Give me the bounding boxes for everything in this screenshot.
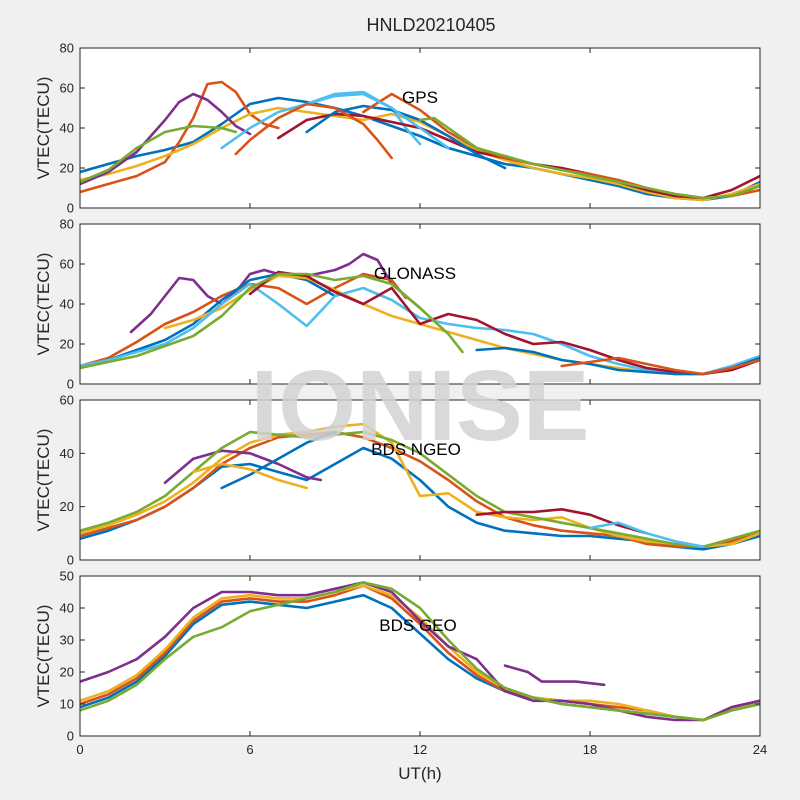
y-tick-label: 0	[67, 729, 74, 744]
series-line-6	[588, 521, 705, 549]
series-group	[80, 80, 760, 202]
series-line-4	[80, 124, 238, 184]
y-tick-label: 40	[60, 446, 74, 461]
y-tick-label: 10	[60, 697, 74, 712]
series-line-8	[560, 356, 760, 376]
panel-label: GLONASS	[374, 264, 456, 283]
series-group	[80, 252, 760, 376]
y-tick-label: 0	[67, 377, 74, 392]
y-tick-label: 20	[60, 665, 74, 680]
series-line-4	[80, 581, 760, 722]
x-axis-label: UT(h)	[398, 764, 441, 783]
panel-2: 0 20 40 60 VTEC(TECU) BDS NGEO	[34, 393, 761, 568]
series-line-8	[192, 462, 309, 490]
y-tick-label: 0	[67, 553, 74, 568]
y-tick-label: 60	[60, 393, 74, 408]
series-line-10	[220, 92, 450, 150]
series-line-5	[503, 664, 606, 687]
series-group	[80, 422, 760, 551]
y-axis-label: VTEC(TECU)	[34, 253, 53, 356]
y-tick-label: 40	[60, 601, 74, 616]
watermark: IONISE	[251, 350, 590, 462]
y-tick-label: 80	[60, 217, 74, 232]
x-tick-label: 18	[583, 742, 597, 757]
panel-label: GPS	[402, 88, 438, 107]
series-line-3	[80, 92, 252, 186]
series-line-2	[80, 584, 760, 722]
y-axis-label: VTEC(TECU)	[34, 605, 53, 708]
figure-title: HNLD20210405	[366, 15, 495, 35]
series-line-1	[80, 80, 280, 194]
series-line-9	[418, 116, 760, 200]
panel-3: 0 10 20 30 40 50 0 6 12 18 24 VTEC(TECU) BDS GEO	[34, 569, 767, 758]
series-line-2	[80, 422, 760, 549]
series-line-5	[248, 270, 760, 376]
x-tick-label: 6	[246, 742, 253, 757]
y-tick-label: 60	[60, 81, 74, 96]
panel-0: 0 20 40 60 80 VTEC(TECU) GPS	[34, 41, 761, 216]
series-line-7	[220, 430, 337, 490]
panel-1: 0 20 40 60 80 VTEC(TECU) GLONASS	[34, 217, 761, 392]
y-tick-label: 20	[60, 499, 74, 514]
y-tick-label: 30	[60, 633, 74, 648]
x-tick-label: 24	[753, 742, 767, 757]
series-line-1	[80, 430, 760, 549]
series-line-11	[234, 102, 394, 160]
panel-label: BDS NGEO	[371, 440, 461, 459]
series-line-4	[80, 282, 760, 376]
series-line-6	[80, 272, 464, 370]
y-tick-label: 20	[60, 161, 74, 176]
series-line-2	[80, 106, 760, 202]
plot-area	[80, 224, 760, 384]
series-line-5	[475, 507, 649, 535]
panel-label: BDS GEO	[379, 616, 456, 635]
y-tick-label: 50	[60, 569, 74, 584]
series-line-3	[80, 581, 760, 722]
y-tick-label: 20	[60, 337, 74, 352]
y-tick-label: 0	[67, 201, 74, 216]
series-group	[80, 581, 760, 722]
series-line-0	[80, 96, 760, 202]
series-line-3	[163, 449, 323, 485]
y-tick-label: 60	[60, 257, 74, 272]
y-tick-label: 40	[60, 121, 74, 136]
y-tick-label: 80	[60, 41, 74, 56]
y-axis-label: VTEC(TECU)	[34, 429, 53, 532]
x-tick-label: 0	[76, 742, 83, 757]
x-tick-label: 12	[413, 742, 427, 757]
y-tick-label: 40	[60, 297, 74, 312]
series-line-0	[129, 252, 422, 334]
y-axis-label: VTEC(TECU)	[34, 77, 53, 180]
